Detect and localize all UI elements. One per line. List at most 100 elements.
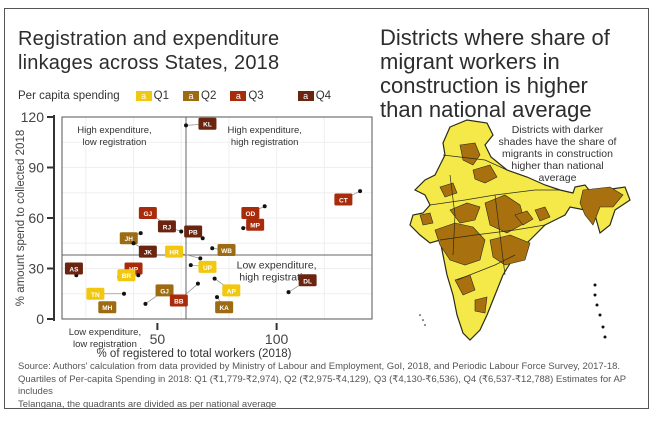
data-label-jh: JH xyxy=(125,236,134,243)
map-island xyxy=(422,319,424,321)
x-tick-label: 50 xyxy=(150,331,166,347)
data-point-rj xyxy=(179,229,184,234)
data-label-up: UP xyxy=(203,265,213,272)
data-label-mp: MP xyxy=(250,223,260,230)
data-label-as: AS xyxy=(69,267,79,274)
legend-label-q3: Q3 xyxy=(248,90,264,102)
data-label-gj: GJ xyxy=(144,211,153,218)
data-label-gj: GJ xyxy=(160,288,169,295)
data-point-hr xyxy=(198,256,203,261)
data-label-dl: DL xyxy=(303,278,312,285)
map-note-line-5: average xyxy=(538,172,577,184)
x-tick-label: 100 xyxy=(265,331,289,347)
map-island xyxy=(603,335,607,339)
quadrant-label-bottom-left: low registration xyxy=(73,339,137,350)
chart-title-line-2: linkages across States, 2018 xyxy=(18,52,280,74)
data-label-box-jk xyxy=(138,245,157,258)
data-point-jh xyxy=(138,231,143,236)
map-state-border xyxy=(449,174,456,256)
legend-title: Per capita spending xyxy=(18,90,120,102)
legend-label-q4: Q4 xyxy=(315,90,332,102)
data-label-od: OD xyxy=(246,211,256,218)
data-label-box-gj xyxy=(155,284,174,297)
data-label-box-up xyxy=(198,260,217,273)
data-label-ct: CT xyxy=(339,197,348,204)
map-dark-district-region xyxy=(514,210,534,226)
data-point-ap xyxy=(212,276,217,281)
map-title-line-3: construction is higher xyxy=(380,73,588,98)
map-state-border xyxy=(439,224,546,241)
data-point-pb xyxy=(200,236,205,241)
legend-label-q2: Q2 xyxy=(201,90,217,102)
legend-item-q1: a Q1 xyxy=(135,90,169,102)
data-label-wb: WB xyxy=(221,248,232,255)
quadrant-label-top-right: High expenditure, xyxy=(227,125,301,136)
data-label-box-rj xyxy=(157,220,176,233)
x-axis-label: % of registered to total workers (2018) xyxy=(97,348,292,360)
source-line-2: Quartiles of Per-capita Spending in 2018… xyxy=(18,373,626,398)
data-point-wb xyxy=(210,246,215,251)
scatter-chart: 0 30 60 90 120 50 100% of registered to total … xyxy=(15,109,373,360)
source-line-3: Telangana, the quadrants are divided as … xyxy=(18,398,277,410)
quadrant-label-top-left: low registration xyxy=(83,137,147,148)
india-map xyxy=(395,115,635,355)
legend-item-q4: a Q4 xyxy=(297,90,332,102)
y-tick-label: 30 xyxy=(28,261,44,277)
data-label-hr: HR xyxy=(169,250,179,257)
data-label-box-dl xyxy=(298,274,317,287)
y-axis-label: % amount spend to collected 2018 xyxy=(15,130,27,306)
data-point-ka xyxy=(215,295,219,300)
data-label-box-pb xyxy=(184,225,203,238)
data-label-box-ap xyxy=(222,284,241,297)
map-state-border xyxy=(494,194,506,276)
legend-swatch-q2: a xyxy=(183,91,199,101)
data-label-ap: AP xyxy=(227,288,237,295)
data-label-tn: TN xyxy=(91,292,100,299)
data-label-box-wb xyxy=(217,243,236,256)
data-point-od xyxy=(262,204,267,209)
data-label-box-gj xyxy=(138,206,157,219)
data-label-pb: PB xyxy=(189,229,198,236)
map-dark-district-region xyxy=(434,222,486,266)
data-label-ka: KA xyxy=(219,305,229,312)
map-title-line-1: Districts where share of xyxy=(380,25,610,50)
map-note-line-1: Districts with darker xyxy=(511,124,604,136)
map-state-border xyxy=(456,254,516,281)
chart-title-line-1: Registration and expenditure xyxy=(18,28,280,50)
map-dark-district-region xyxy=(489,234,531,266)
data-label-br: BR xyxy=(122,273,132,280)
quadrant-label-top-left: High expenditure, xyxy=(77,125,151,136)
map-island xyxy=(601,325,605,329)
quadrant-label-top-right: high registration xyxy=(231,137,299,148)
map-island xyxy=(598,313,602,317)
data-label-kl: KL xyxy=(203,122,212,129)
chart-title: Registration and expenditure linkages ac… xyxy=(18,27,358,75)
y-tick-label: 90 xyxy=(28,160,44,176)
map-dark-district-region xyxy=(534,206,551,222)
map-island xyxy=(593,293,597,297)
data-label-box-ct xyxy=(334,193,353,206)
legend-swatch-q3: a xyxy=(230,91,247,101)
legend-label-q1: Q1 xyxy=(153,90,169,102)
y-tick-label: 0 xyxy=(36,311,44,327)
quadrant-label-bottom-left: Low expenditure, xyxy=(69,327,141,338)
y-tick-label: 60 xyxy=(28,210,44,226)
data-point-jk xyxy=(131,241,136,246)
map-dark-district-region xyxy=(449,202,481,224)
data-label-box-mh xyxy=(98,301,117,314)
data-label-mh: MH xyxy=(102,305,112,312)
plot-border xyxy=(61,116,373,320)
quadrant-label-bottom-right: high registration xyxy=(239,272,314,284)
map-note-line-2: shades have the share of xyxy=(498,136,617,148)
data-point-gj xyxy=(143,301,148,306)
data-label-box-tn xyxy=(86,287,105,300)
legend: Per capita spending a Q1 a Q2 a Q3 a Q4 xyxy=(18,90,345,102)
map-title-line-4: than national average xyxy=(380,97,592,122)
map-title: Districts where share of migrant workers… xyxy=(380,26,655,122)
map-dark-district-region xyxy=(579,186,624,226)
map-note-line-3: migrants in construction xyxy=(502,148,613,160)
source-note: Source: Authors' calculation from data p… xyxy=(18,361,648,411)
data-label-bb: BB xyxy=(174,298,184,305)
map-dark-district-region xyxy=(474,296,488,314)
data-label-box-od xyxy=(241,206,260,219)
